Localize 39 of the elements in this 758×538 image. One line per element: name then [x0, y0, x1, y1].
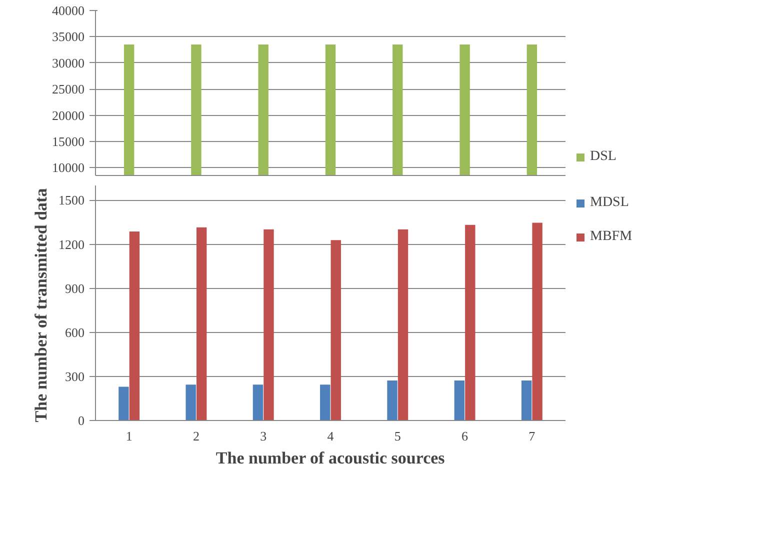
x-tick-label: 6 — [462, 428, 469, 444]
bar — [465, 224, 476, 420]
y-axis-title: The number of transmitted data — [32, 188, 50, 422]
x-tick-label: 5 — [394, 428, 401, 444]
legend-label: MDSL — [590, 195, 630, 211]
bar — [129, 231, 140, 420]
bar — [264, 229, 274, 420]
bar — [387, 380, 398, 420]
x-axis-title: The number of acoustic sources — [216, 448, 446, 468]
bar — [521, 380, 532, 420]
x-tick-label: 7 — [528, 428, 536, 444]
y-tick-label: 25000 — [52, 82, 84, 97]
x-tick-label: 1 — [126, 428, 132, 444]
bar — [330, 240, 341, 420]
y-tick-label: 900 — [65, 280, 84, 296]
legend-label: MBFM — [590, 229, 634, 245]
legend-label: DSL — [590, 149, 618, 165]
bar — [186, 384, 196, 420]
y-tick-label: 10000 — [52, 160, 84, 176]
x-tick-label: 4 — [327, 428, 334, 444]
x-tick-label: 3 — [260, 428, 267, 444]
x-tick-label: 2 — [192, 428, 200, 444]
bar — [532, 222, 542, 420]
y-tick-label: 35000 — [52, 29, 84, 44]
bar — [398, 229, 408, 420]
y-tick-label: 1500 — [58, 192, 84, 208]
y-tick-label: 300 — [65, 368, 84, 384]
bar — [454, 380, 465, 420]
y-tick-label: 1200 — [58, 236, 84, 252]
bar — [252, 384, 264, 420]
y-tick-label: 15000 — [52, 134, 84, 149]
bar — [196, 227, 207, 420]
y-tick-label: 20000 — [52, 108, 84, 123]
y-tick-label: 30000 — [52, 55, 84, 70]
y-tick-label: 0 — [78, 413, 84, 428]
bar — [320, 384, 330, 420]
y-tick-label: 40000 — [52, 3, 84, 18]
bar — [118, 386, 129, 420]
y-tick-label: 600 — [65, 324, 84, 340]
